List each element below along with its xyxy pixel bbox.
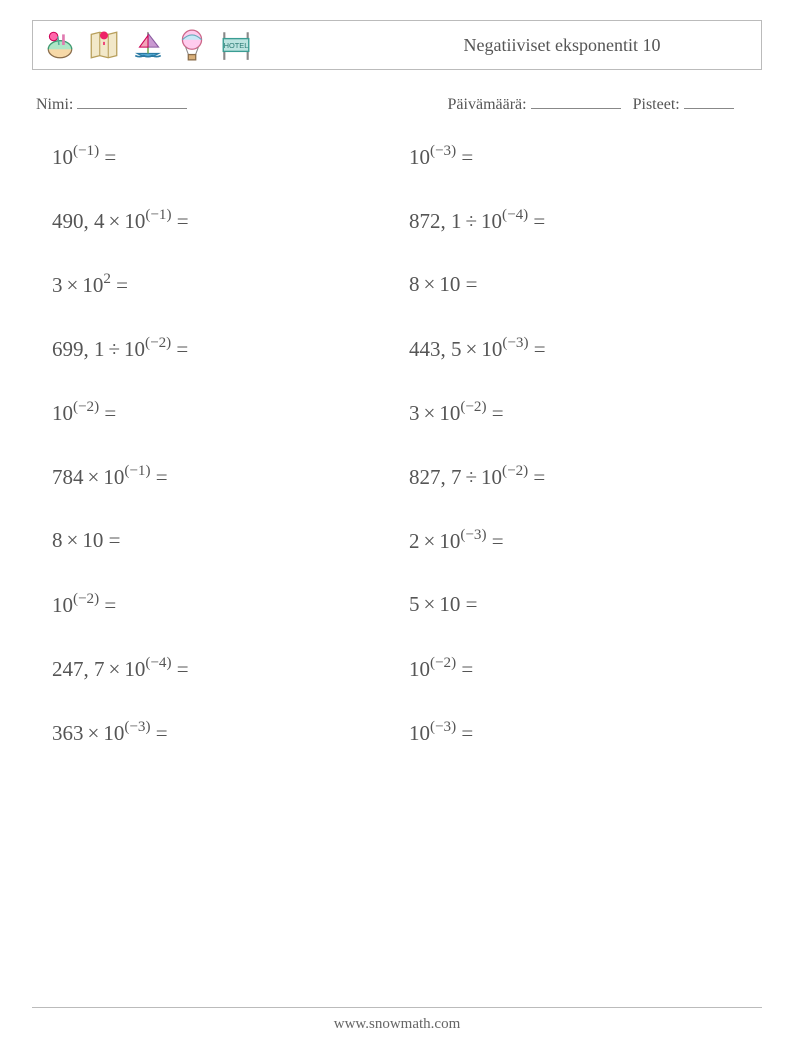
worksheet-title: Negatiiviset eksponentit 10: [253, 35, 751, 56]
meta-name: Nimi:: [36, 92, 448, 114]
problems-grid: 10(−1) = 10(−3) = 490, 4×10(−1) = 872, 1÷10…: [32, 144, 762, 746]
problem-left: 784×10(−1) =: [52, 464, 385, 490]
problem-right: 443, 5×10(−3) =: [409, 336, 742, 362]
problem-left: 699, 1÷10(−2) =: [52, 336, 385, 362]
problem-right: 8×10 =: [409, 272, 742, 298]
problem-left: 3×102 =: [52, 272, 385, 298]
name-label: Nimi:: [36, 96, 73, 113]
svg-text:HOTEL: HOTEL: [224, 41, 249, 50]
date-label: Päivämäärä:: [448, 96, 527, 113]
hotel-sign-icon: HOTEL: [219, 28, 253, 62]
problem-left: 10(−1) =: [52, 144, 385, 170]
problem-left: 247, 7×10(−4) =: [52, 656, 385, 682]
balloon-icon: [175, 28, 209, 62]
problem-right: 5×10 =: [409, 592, 742, 618]
problem-right: 2×10(−3) =: [409, 528, 742, 554]
problem-right: 872, 1÷10(−4) =: [409, 208, 742, 234]
problem-left: 10(−2) =: [52, 592, 385, 618]
footer: www.snowmath.com: [32, 1007, 762, 1033]
problem-right: 3×10(−2) =: [409, 400, 742, 426]
problem-right: 10(−3) =: [409, 720, 742, 746]
header-box: HOTEL Negatiiviset eksponentit 10: [32, 20, 762, 70]
score-blank: [684, 92, 734, 109]
name-blank: [77, 92, 187, 109]
problem-left: 490, 4×10(−1) =: [52, 208, 385, 234]
map-icon: [87, 28, 121, 62]
cocktail-icon: [43, 28, 77, 62]
date-blank: [531, 92, 621, 109]
score-label: Pisteet:: [633, 96, 680, 113]
problem-left: 10(−2) =: [52, 400, 385, 426]
meta-date: Päivämäärä:: [448, 92, 621, 114]
problem-right: 10(−3) =: [409, 144, 742, 170]
meta-score: Pisteet:: [633, 92, 734, 114]
footer-url: www.snowmath.com: [334, 1016, 461, 1032]
problem-left: 8×10 =: [52, 528, 385, 554]
sailboat-icon: [131, 28, 165, 62]
problem-left: 363×10(−3) =: [52, 720, 385, 746]
meta-row: Nimi: Päivämäärä: Pisteet:: [32, 92, 762, 114]
problem-right: 827, 7÷10(−2) =: [409, 464, 742, 490]
header-icons: HOTEL: [43, 28, 253, 62]
problem-right: 10(−2) =: [409, 656, 742, 682]
